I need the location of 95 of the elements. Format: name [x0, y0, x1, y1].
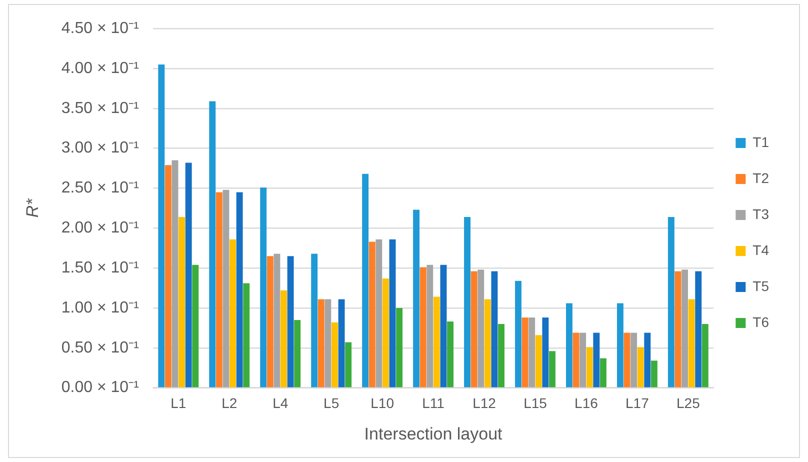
bar	[522, 318, 528, 388]
bar	[389, 239, 396, 388]
bar	[185, 162, 192, 388]
legend-label: T2	[752, 170, 770, 186]
bar	[624, 332, 630, 388]
bar	[549, 351, 556, 388]
x-tick-label: L12	[472, 395, 496, 412]
bar	[280, 290, 287, 388]
bar	[572, 332, 580, 388]
bar	[274, 254, 280, 388]
legend-label: T6	[752, 314, 770, 330]
legend-label: T3	[752, 206, 770, 222]
y-tick-label: 0.00 × 10⁻¹	[61, 379, 139, 396]
bar	[515, 280, 522, 388]
y-tick-label: 1.50 × 10⁻¹	[61, 259, 139, 276]
bar	[222, 190, 230, 388]
bar	[368, 242, 376, 388]
bar	[164, 165, 172, 388]
bar	[484, 299, 491, 388]
bar	[630, 332, 638, 388]
bar	[172, 160, 178, 388]
x-tick-label: L4	[272, 395, 288, 412]
bar	[498, 324, 504, 388]
bar	[616, 303, 624, 388]
bar	[528, 318, 536, 388]
bar	[586, 347, 593, 388]
x-tick-label: L11	[422, 395, 445, 412]
bar	[566, 303, 572, 388]
bar	[287, 256, 294, 388]
bar	[230, 239, 236, 388]
bar	[688, 299, 695, 388]
bar	[178, 216, 186, 388]
bar	[682, 270, 688, 388]
bar	[695, 271, 702, 388]
bar	[637, 347, 644, 388]
x-tick-label: L1	[170, 395, 186, 412]
bar	[470, 271, 478, 388]
x-tick-label: L15	[524, 395, 548, 412]
y-tick-label: 3.50 × 10⁻¹	[61, 100, 139, 117]
bar	[338, 299, 345, 388]
x-tick-label: L5	[324, 395, 340, 412]
bar	[420, 267, 426, 388]
y-tick-label: 2.00 × 10⁻¹	[61, 220, 139, 237]
legend-label: T5	[752, 278, 770, 294]
bar	[464, 216, 470, 388]
bar	[294, 320, 301, 388]
x-tick-label: L16	[574, 395, 598, 412]
y-tick-label: 4.00 × 10⁻¹	[61, 60, 139, 77]
bar	[331, 322, 338, 388]
bar	[440, 264, 447, 388]
y-tick-label: 3.00 × 10⁻¹	[61, 140, 139, 157]
x-tick-label: L10	[370, 395, 394, 412]
y-tick-label: 2.50 × 10⁻¹	[61, 180, 139, 197]
bar	[192, 264, 199, 388]
bar	[376, 239, 382, 388]
bar	[674, 271, 682, 388]
bar	[580, 332, 586, 388]
bar	[542, 318, 549, 388]
bar	[396, 308, 403, 388]
bar	[447, 322, 454, 388]
bar	[491, 271, 498, 388]
y-tick-label: 0.50 × 10⁻¹	[61, 339, 139, 356]
bar	[209, 101, 216, 388]
x-tick-label: L17	[626, 395, 650, 412]
bar	[600, 358, 606, 388]
y-axis-title: R*	[22, 197, 42, 218]
x-tick-label: L25	[676, 395, 700, 412]
legend-label: T1	[752, 134, 770, 150]
bar	[243, 283, 250, 388]
legend-label: T4	[752, 242, 770, 258]
bar	[535, 335, 542, 388]
bar	[426, 264, 434, 388]
bar	[311, 254, 318, 388]
bar	[668, 216, 674, 388]
x-axis-title: Intersection layout	[364, 424, 503, 444]
bar	[702, 324, 708, 388]
y-tick-label: 1.00 × 10⁻¹	[61, 299, 139, 316]
bar	[236, 192, 243, 388]
bar	[324, 299, 332, 388]
bar	[593, 332, 600, 388]
bar	[345, 342, 352, 388]
bar	[650, 360, 658, 388]
bar	[413, 210, 420, 388]
bar	[644, 332, 651, 388]
bar	[266, 256, 274, 388]
x-tick-label: L2	[222, 395, 238, 412]
y-tick-label: 4.50 × 10⁻¹	[61, 20, 139, 38]
bar	[158, 64, 165, 388]
bar	[433, 296, 440, 388]
bar	[382, 278, 389, 388]
bar	[216, 192, 222, 388]
bar	[362, 174, 369, 388]
bar	[260, 187, 267, 388]
bar	[478, 270, 484, 388]
bar	[318, 299, 324, 388]
